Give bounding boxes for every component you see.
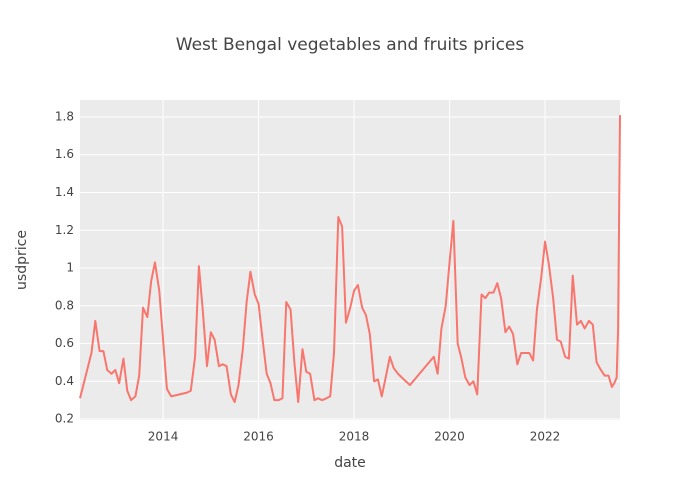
y-tick-label: 1.4 xyxy=(55,185,74,199)
x-axis-label: date xyxy=(334,455,366,471)
y-tick-label: 0.8 xyxy=(55,298,74,312)
x-tick-label: 2020 xyxy=(434,430,465,444)
y-tick-label: 1.8 xyxy=(55,109,74,123)
line xyxy=(79,115,621,404)
x-tick-label: 2018 xyxy=(339,430,370,444)
y-tick-label: 0.2 xyxy=(55,412,74,426)
y-axis-label: usdprice xyxy=(14,230,30,290)
y-tick-label: 0.4 xyxy=(55,374,74,388)
y-tick-label: 1.2 xyxy=(55,223,74,237)
y-tick-label: 1.6 xyxy=(55,147,74,161)
x-tick-label: 2022 xyxy=(530,430,561,444)
x-tick-label: 2016 xyxy=(243,430,274,444)
y-tick-label: 1 xyxy=(66,261,74,275)
y-tick-label: 0.6 xyxy=(55,336,74,350)
plot-background xyxy=(80,100,620,420)
chart-title: West Bengal vegetables and fruits prices xyxy=(176,35,525,55)
x-tick-label: 2014 xyxy=(148,430,179,444)
